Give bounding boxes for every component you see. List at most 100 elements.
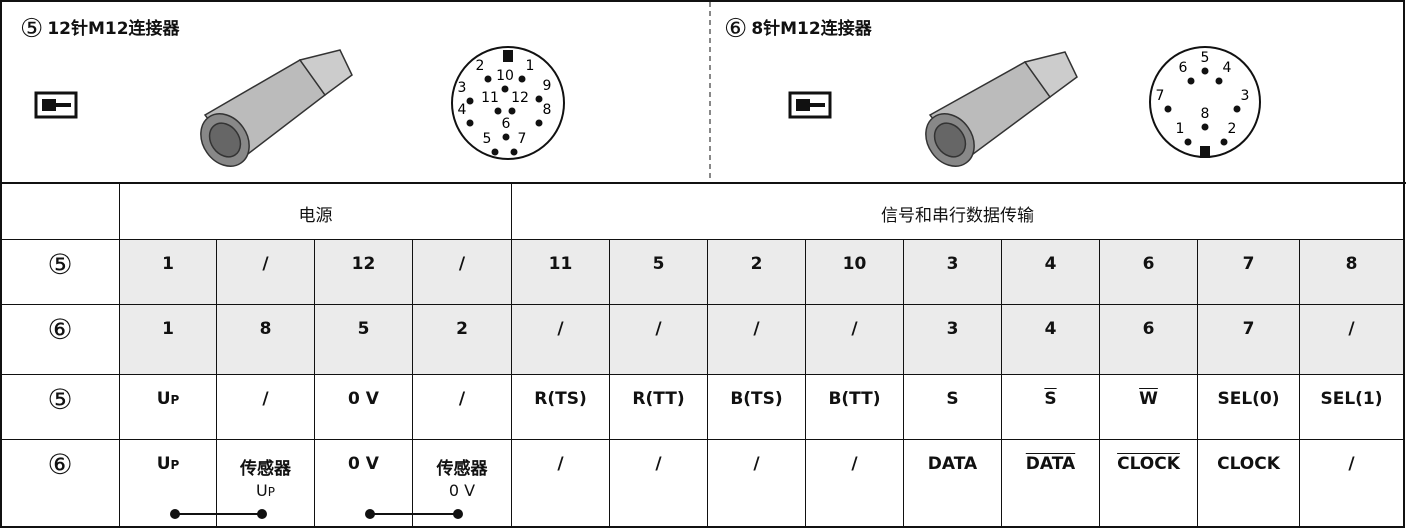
cell: 2	[413, 305, 512, 375]
cell-text: SEL(0)	[1217, 389, 1280, 409]
connector-image	[925, 51, 1078, 167]
title: 12针M12连接器	[47, 19, 180, 39]
cell-text: /	[753, 454, 760, 474]
cell-text: 7	[1242, 319, 1255, 339]
cell-text: B(TT)	[828, 389, 881, 409]
pin-dot	[535, 95, 543, 103]
cell-text: U	[256, 481, 268, 500]
pin-label: 7	[1156, 88, 1165, 104]
pin-dot	[1215, 77, 1223, 85]
cell-text: 6	[1142, 254, 1155, 274]
cell: /	[708, 305, 806, 375]
cell-text: 1	[162, 319, 174, 339]
pin-label: 9	[543, 78, 552, 94]
pin-dot	[1201, 67, 1209, 75]
plug-icon	[788, 91, 832, 119]
cell-text: 7	[1242, 254, 1255, 274]
cell-text: /	[655, 319, 662, 339]
cell-text: 传感器	[436, 459, 488, 479]
cell: 1	[120, 305, 217, 375]
cell: /	[512, 305, 610, 375]
cell-text: 3	[946, 254, 959, 274]
cell-text: 5	[357, 319, 370, 339]
pin-label: 4	[1223, 60, 1232, 76]
cell-text: /	[262, 254, 269, 274]
cell-text: 2	[750, 254, 763, 274]
pin-label: 2	[476, 58, 485, 74]
pin-label: 11	[481, 90, 499, 106]
cell: UP	[120, 375, 217, 440]
cell-text: 4	[1044, 319, 1057, 339]
cell-text: /	[557, 454, 564, 474]
pin-dot	[484, 75, 492, 83]
cell-text: 6	[1142, 319, 1155, 339]
cell: 2	[708, 240, 806, 305]
marker: ⑥	[724, 14, 748, 44]
cell: R(TT)	[610, 375, 708, 440]
pin-label: 1	[526, 58, 535, 74]
title: 8针M12连接器	[751, 19, 872, 39]
pin-dot	[501, 85, 509, 93]
cell-text: R(TS)	[534, 389, 587, 409]
cell-text: /	[851, 454, 858, 474]
cell-text: /	[458, 389, 466, 409]
cell-text: W	[1139, 389, 1158, 409]
cell-text: S	[1044, 389, 1057, 409]
cell: 6	[1100, 240, 1198, 305]
pin-label: 4	[458, 102, 467, 118]
cell: /	[217, 240, 315, 305]
cell: S	[904, 375, 1002, 440]
header-cell: 电源	[120, 183, 512, 240]
cell-text: 0 V	[348, 454, 379, 474]
marker: ⑤	[20, 14, 44, 44]
pin-label: 2	[1228, 121, 1237, 137]
pin-label: 7	[518, 131, 527, 147]
pin-dot	[508, 107, 516, 115]
pin-label: 12	[511, 90, 529, 106]
cell: R(TS)	[512, 375, 610, 440]
cell-text: U	[156, 454, 171, 474]
cell-text: /	[753, 319, 760, 339]
key	[1200, 146, 1210, 158]
cell-text: 8	[1345, 254, 1358, 274]
pin-dot	[494, 107, 502, 115]
cell: /	[1300, 305, 1404, 375]
cell: S	[1002, 375, 1100, 440]
cell-text: S	[946, 389, 959, 409]
cell: 12	[315, 240, 413, 305]
cell: 4	[1002, 240, 1100, 305]
cell-text: U	[156, 389, 171, 409]
cell-text: SEL(1)	[1320, 389, 1383, 409]
pin-dot	[502, 133, 510, 141]
panel-title: ⑤ 12针M12连接器	[20, 14, 180, 44]
pin-dot	[1184, 138, 1192, 146]
cell: 1	[120, 240, 217, 305]
cell-below: 0 V	[413, 481, 511, 500]
cell-sub: P	[267, 485, 275, 499]
cell: 10	[806, 240, 904, 305]
cell: B(TT)	[806, 375, 904, 440]
pin-dot	[1220, 138, 1228, 146]
pin-dot	[466, 97, 474, 105]
cell-text: /	[655, 454, 662, 474]
pin-label: 8	[1201, 106, 1210, 122]
pin-label: 10	[496, 68, 514, 84]
cell: 0 V	[315, 375, 413, 440]
pin-dot	[466, 119, 474, 127]
pin-dot	[1233, 105, 1241, 113]
cell: SEL(0)	[1198, 375, 1300, 440]
pin-label: 8	[543, 102, 552, 118]
corner-cell	[1, 183, 120, 240]
cell: 5	[315, 305, 413, 375]
cell-text: 10	[842, 254, 867, 274]
cell: B(TS)	[708, 375, 806, 440]
cell: 3	[904, 240, 1002, 305]
plug-icon	[34, 91, 78, 119]
cell-text: CLOCK	[1117, 454, 1180, 474]
cell-text: CLOCK	[1217, 454, 1280, 474]
cell-text: /	[851, 319, 858, 339]
cell-text: 8	[259, 319, 272, 339]
cell-text: /	[1348, 319, 1355, 339]
